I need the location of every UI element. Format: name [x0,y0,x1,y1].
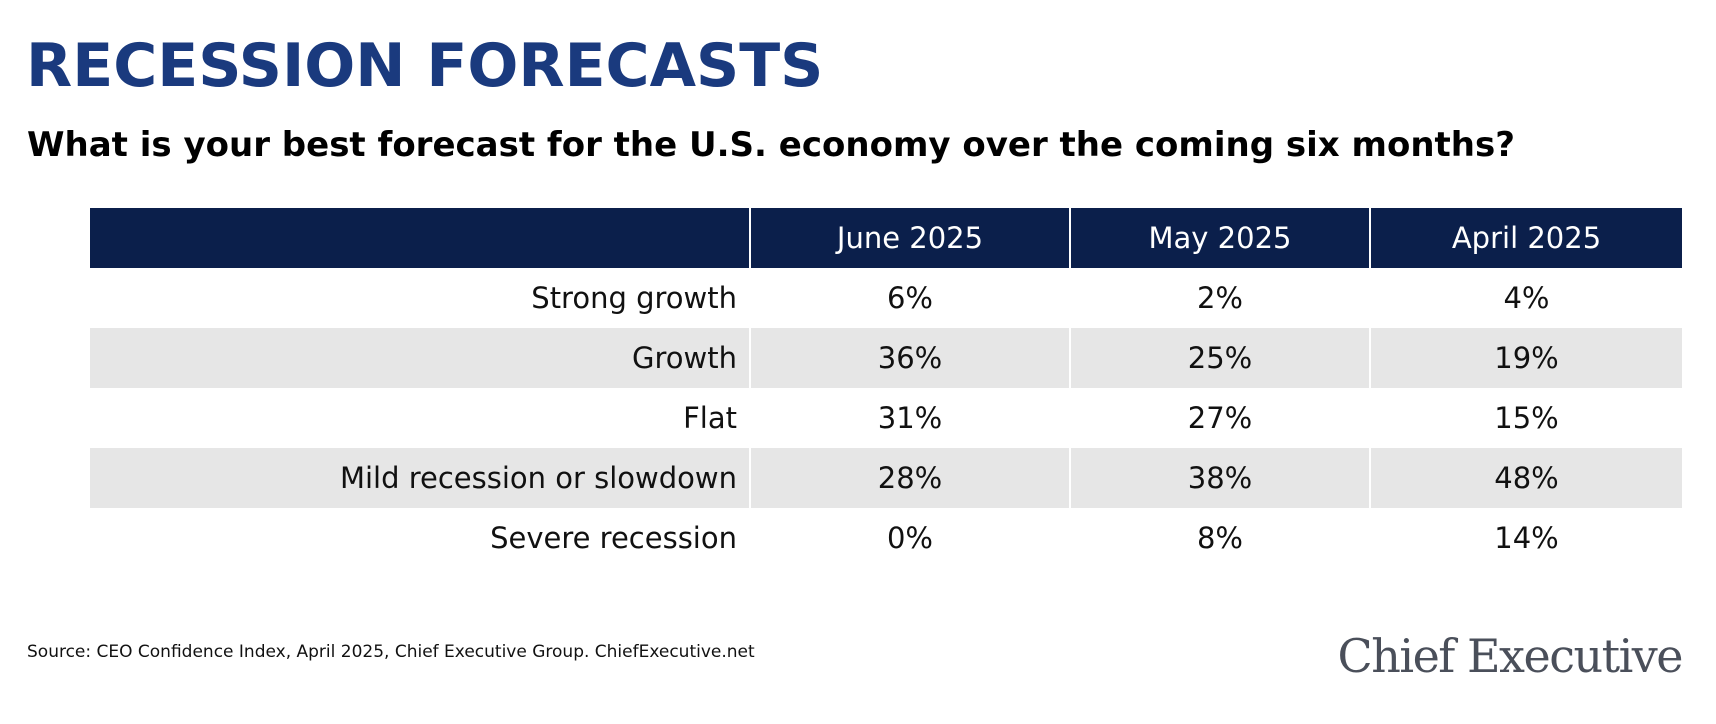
table-row-severe-recession: Severe recession 0% 8% 14% [90,508,1682,568]
table-cell: 4% [1369,268,1682,328]
chart-title: RECESSION FORECASTS [26,31,824,101]
column-header-empty [90,208,750,268]
table-row-flat: Flat 31% 27% 15% [90,388,1682,448]
row-label: Growth [632,341,737,375]
table-cell: 6% [749,268,1070,328]
row-label: Flat [683,401,737,435]
column-header-june-2025: June 2025 [749,208,1070,268]
table-header-row: June 2025 May 2025 April 2025 [90,208,1682,268]
table-cell: 15% [1369,388,1682,448]
table-cell: 25% [1069,328,1370,388]
table-cell: 36% [749,328,1070,388]
table-cell: 19% [1369,328,1682,388]
table-cell: 31% [749,388,1070,448]
column-header-may-2025: May 2025 [1069,208,1370,268]
row-label: Strong growth [531,281,737,315]
table-cell: 0% [749,508,1070,568]
table-cell: 28% [749,448,1070,508]
chief-executive-logo: Chief Executive [1337,629,1684,683]
row-label: Severe recession [490,521,737,555]
table-cell: 8% [1069,508,1370,568]
table-cell: 2% [1069,268,1370,328]
table-cell: 48% [1369,448,1682,508]
source-note: Source: CEO Confidence Index, April 2025… [27,642,755,662]
table-row-mild-recession: Mild recession or slowdown 28% 38% 48% [90,448,1682,508]
column-header-april-2025: April 2025 [1369,208,1682,268]
table-row-growth: Growth 36% 25% 19% [90,328,1682,388]
row-label: Mild recession or slowdown [339,461,737,495]
forecast-table: June 2025 May 2025 April 2025 Strong gro… [90,208,1682,568]
table-row-strong-growth: Strong growth 6% 2% 4% [90,268,1682,328]
table-cell: 14% [1369,508,1682,568]
table-cell: 38% [1069,448,1370,508]
chart-subtitle: What is your best forecast for the U.S. … [27,125,1515,165]
table-cell: 27% [1069,388,1370,448]
